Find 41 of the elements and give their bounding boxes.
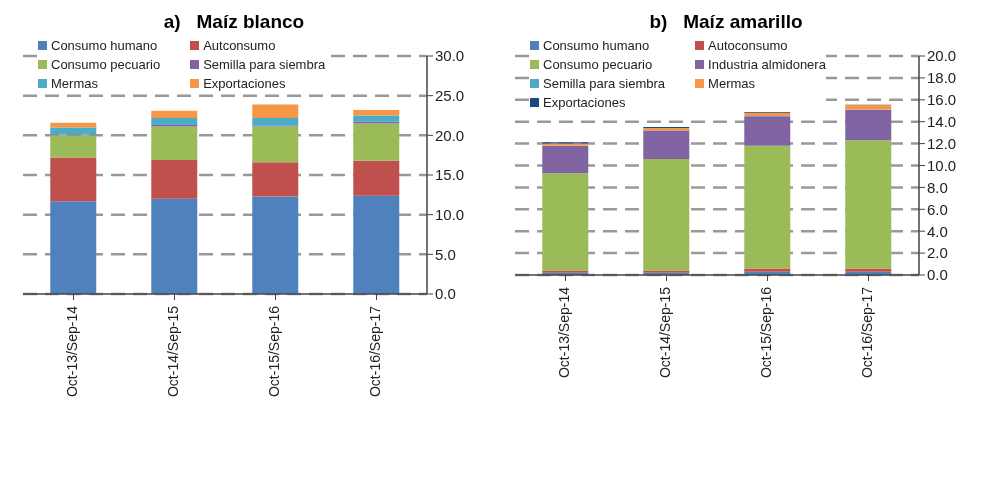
legend-label: Mermas bbox=[51, 75, 98, 93]
x-tick-label: Oct-16/Sep-17 bbox=[367, 305, 384, 398]
x-tick-label: Oct-14/Sep-15 bbox=[165, 305, 182, 398]
x-tick-label: Oct-14/Sep-15 bbox=[657, 286, 674, 379]
legend-label: Mermas bbox=[708, 75, 756, 93]
legend-label: Consumo pecuario bbox=[51, 56, 161, 74]
x-tick-label: Oct-15/Sep-16 bbox=[758, 286, 775, 379]
y-tick-label: 0.0 bbox=[927, 266, 948, 284]
legend-label: Consumo humano bbox=[543, 37, 650, 55]
legend-label: Semilla para siembra bbox=[203, 56, 326, 74]
chart-title: b) Maíz amarillo bbox=[648, 10, 804, 34]
y-tick-label: 5.0 bbox=[435, 245, 456, 263]
y-tick-label: 15.0 bbox=[435, 166, 465, 184]
legend-label: Exportaciones bbox=[203, 75, 286, 93]
y-tick-label: 25.0 bbox=[435, 86, 465, 104]
legend-label: Consumo humano bbox=[51, 37, 158, 55]
legend-label: Exportaciones bbox=[543, 94, 626, 112]
y-tick-label: 14.0 bbox=[927, 113, 957, 131]
y-tick-label: 30.0 bbox=[435, 47, 465, 65]
legend-label: Autoconsumo bbox=[708, 37, 788, 55]
y-tick-label: 18.0 bbox=[927, 69, 957, 87]
y-tick-label: 0.0 bbox=[435, 285, 456, 303]
y-tick-label: 8.0 bbox=[927, 178, 948, 196]
y-tick-label: 4.0 bbox=[927, 222, 948, 240]
x-tick-label: Oct-15/Sep-16 bbox=[266, 305, 283, 398]
x-tick-label: Oct-13/Sep-14 bbox=[64, 305, 81, 398]
y-tick-label: 20.0 bbox=[435, 126, 465, 144]
y-tick-label: 16.0 bbox=[927, 91, 957, 109]
y-tick-label: 10.0 bbox=[927, 156, 957, 174]
y-tick-label: 12.0 bbox=[927, 134, 957, 152]
y-tick-label: 20.0 bbox=[927, 47, 957, 65]
x-tick-label: Oct-13/Sep-14 bbox=[556, 286, 573, 379]
y-tick-label: 6.0 bbox=[927, 200, 948, 218]
y-tick-label: 10.0 bbox=[435, 205, 465, 223]
legend-label: Consumo pecuario bbox=[543, 56, 653, 74]
x-tick-label: Oct-16/Sep-17 bbox=[859, 286, 876, 379]
legend-label: Autconsumo bbox=[203, 37, 276, 55]
legend-label: Semilla para siembra bbox=[543, 75, 666, 93]
chart-title: a) Maíz blanco bbox=[162, 10, 306, 34]
y-tick-label: 2.0 bbox=[927, 244, 948, 262]
legend-label: Industria almidonera bbox=[708, 56, 826, 74]
